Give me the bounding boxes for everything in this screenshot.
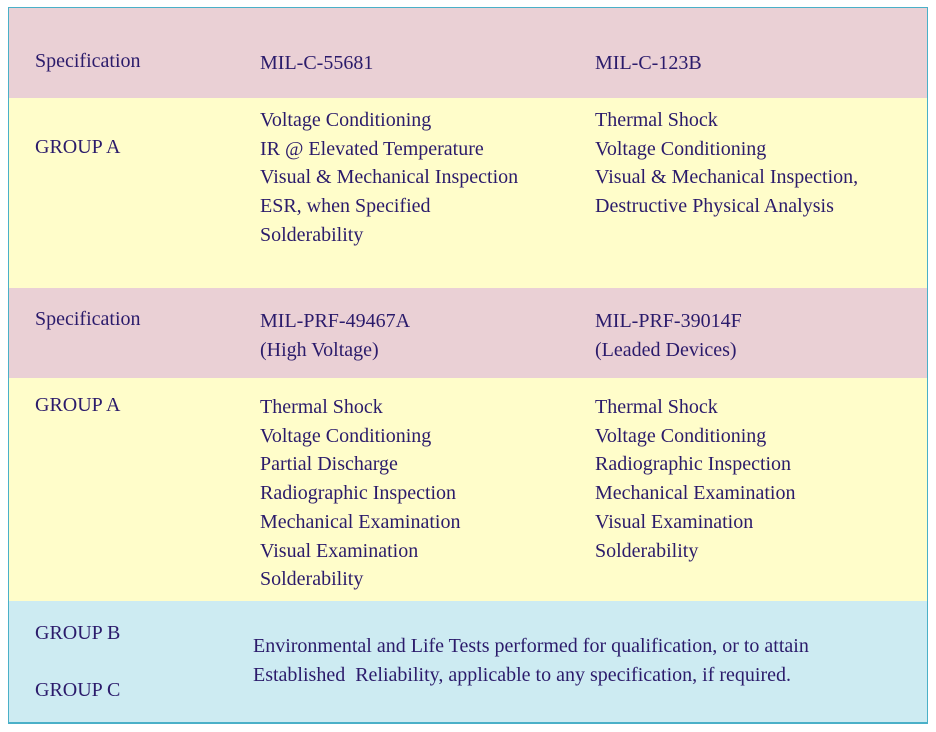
spec-row-2: Specification MIL-PRF-49467A (High Volta… [9, 288, 927, 378]
row-label: GROUP A [35, 394, 121, 416]
cell-line: Solderability [260, 568, 364, 591]
row-label: Specification [35, 308, 141, 330]
group-bc-description: Environmental and Life Tests performed f… [253, 632, 809, 689]
cell-line: Thermal Shock [595, 109, 718, 131]
cell-line: Voltage Conditioning [260, 424, 432, 447]
group-a-row-2: GROUP A Thermal Shock Voltage Conditioni… [9, 378, 927, 601]
cell-line: Thermal Shock [260, 396, 383, 418]
spec-cell: MIL-C-123B [595, 49, 702, 78]
cell-line: Visual Examination [595, 510, 754, 533]
cell-line: Environmental and Life Tests performed f… [253, 635, 809, 657]
cell-line: MIL-C-123B [595, 52, 702, 74]
spec-row-1: Specification MIL-C-55681 MIL-C-123B [9, 8, 927, 98]
cell-line: ESR, when Specified [260, 195, 431, 218]
cell-line: Radiographic Inspection [595, 453, 792, 476]
cell-line: Mechanical Examination [595, 482, 796, 505]
cell-line: Destructive Physical Analysis [595, 195, 834, 218]
group-c-label: GROUP C [35, 679, 121, 701]
cell-line: IR @ Elevated Temperature [260, 137, 484, 160]
cell-line: Voltage Conditioning [260, 109, 432, 131]
cell-line: Partial Discharge [260, 453, 398, 476]
test-specification-table: Specification MIL-C-55681 MIL-C-123B GRO… [8, 7, 928, 724]
cell-line: Mechanical Examination [260, 510, 461, 533]
cell-line: Visual Examination [260, 539, 419, 562]
tests-cell: Thermal Shock Voltage Conditioning Visua… [595, 106, 858, 221]
cell-line: (High Voltage) [260, 338, 379, 361]
cell-line: Thermal Shock [595, 396, 718, 418]
cell-line: Solderability [595, 539, 699, 562]
cell-line: Voltage Conditioning [595, 424, 767, 447]
group-bc-row: GROUP B GROUP C Environmental and Life T… [9, 601, 927, 722]
group-b-label: GROUP B [35, 622, 121, 644]
cell-line: Visual & Mechanical Inspection [260, 166, 519, 189]
cell-line: Radiographic Inspection [260, 482, 457, 505]
cell-line: MIL-C-55681 [260, 52, 374, 74]
cell-line: Established Reliability, applicable to a… [253, 663, 791, 686]
row-label: GROUP A [35, 136, 121, 158]
spec-cell: MIL-PRF-49467A (High Voltage) [260, 307, 410, 364]
row-label: Specification [35, 50, 141, 72]
tests-cell: Thermal Shock Voltage Conditioning Parti… [260, 393, 460, 594]
cell-line: Voltage Conditioning [595, 137, 767, 160]
cell-line: (Leaded Devices) [595, 338, 737, 361]
spec-cell: MIL-C-55681 [260, 49, 373, 78]
group-a-row-1: GROUP A Voltage Conditioning IR @ Elevat… [9, 98, 927, 288]
cell-line: MIL-PRF-49467A [260, 310, 411, 332]
cell-line: Visual & Mechanical Inspection, [595, 166, 859, 189]
cell-line: MIL-PRF-39014F [595, 310, 742, 332]
tests-cell: Thermal Shock Voltage Conditioning Radio… [595, 393, 795, 565]
spec-cell: MIL-PRF-39014F (Leaded Devices) [595, 307, 742, 364]
cell-line: Solderability [260, 223, 364, 246]
tests-cell: Voltage Conditioning IR @ Elevated Tempe… [260, 106, 518, 250]
